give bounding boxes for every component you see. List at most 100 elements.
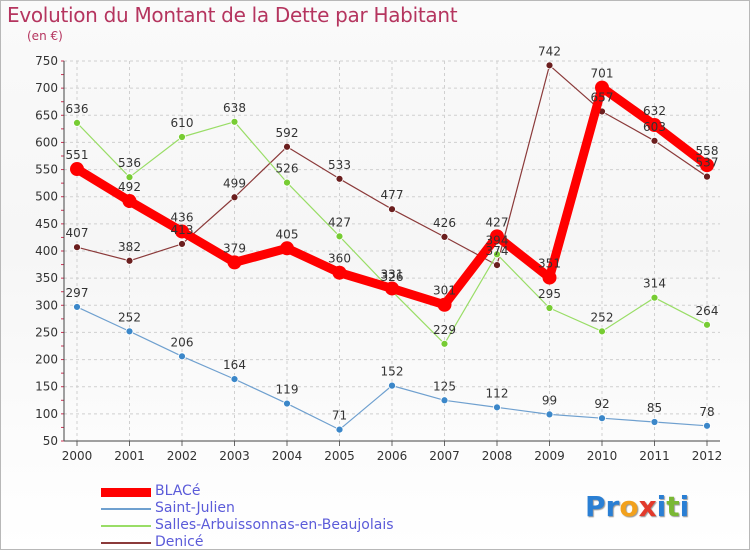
x-tick-label: 2006: [377, 449, 408, 463]
data-label: 99: [542, 393, 557, 407]
x-tick-label: 2002: [167, 449, 198, 463]
data-point: [283, 142, 291, 151]
data-point: [700, 158, 714, 173]
y-tick-label: 650: [35, 108, 58, 122]
x-tick-label: 2012: [692, 449, 723, 463]
data-label: 206: [171, 335, 194, 349]
data-point: [335, 425, 344, 434]
data-label: 252: [591, 310, 614, 324]
data-label: 499: [223, 176, 246, 190]
legend-label: BLACé: [155, 483, 201, 499]
data-label: 477: [381, 188, 404, 202]
data-label: 78: [699, 405, 714, 419]
data-point: [73, 303, 81, 311]
data-point: [493, 261, 501, 270]
y-tick-label: 600: [35, 135, 58, 149]
data-point: [650, 293, 659, 302]
data-label: 379: [223, 241, 246, 255]
data-point: [545, 410, 554, 419]
data-point: [440, 339, 449, 348]
legend-swatch: [101, 542, 151, 544]
chart-title: Evolution du Montant de la Dette par Hab…: [7, 3, 458, 27]
data-point: [490, 229, 504, 244]
y-tick-label: 200: [35, 353, 58, 367]
x-tick-label: 2007: [429, 449, 460, 463]
data-label: 295: [538, 287, 561, 301]
data-label: 405: [276, 227, 299, 241]
y-tick-label: 100: [35, 407, 58, 421]
data-point: [703, 421, 711, 430]
data-point: [280, 241, 294, 256]
data-label: 85: [647, 401, 662, 415]
data-label: 610: [171, 116, 194, 130]
data-point: [595, 80, 609, 95]
series-3: [73, 61, 711, 270]
data-point: [335, 232, 344, 241]
legend-swatch: [101, 487, 151, 497]
y-tick-label: 50: [43, 434, 58, 448]
data-label: 701: [591, 67, 614, 81]
x-tick-label: 2008: [482, 449, 513, 463]
data-point: [175, 224, 189, 239]
data-label: 394: [486, 233, 509, 247]
data-point: [125, 173, 134, 182]
data-label: 331: [381, 267, 404, 281]
y-tick-label: 750: [35, 54, 58, 68]
data-label: 374: [486, 244, 509, 258]
y-tick-label: 250: [35, 325, 58, 339]
data-point: [283, 399, 291, 408]
data-point: [178, 240, 186, 248]
data-label: 436: [171, 210, 194, 224]
data-label: 533: [328, 158, 351, 172]
data-label: 125: [433, 379, 456, 393]
x-tick-label: 2004: [272, 449, 303, 463]
data-label: 636: [66, 102, 89, 116]
y-tick-label: 300: [35, 298, 58, 312]
data-point: [388, 205, 396, 214]
data-label: 360: [328, 252, 351, 266]
data-point: [230, 117, 239, 126]
data-label: 492: [118, 180, 141, 194]
data-point: [332, 265, 347, 280]
data-label: 351: [538, 257, 561, 271]
data-point: [493, 250, 501, 259]
data-point: [440, 232, 449, 241]
y-tick-label: 400: [35, 244, 58, 258]
data-point: [283, 178, 291, 187]
data-point: [650, 418, 659, 426]
data-point: [385, 281, 399, 296]
data-point: [230, 375, 239, 384]
data-label: 326: [381, 270, 404, 284]
legend-label: Saint-Julien: [155, 500, 235, 516]
data-label: 164: [223, 358, 246, 372]
x-tick-label: 2005: [324, 449, 355, 463]
y-unit-label: (en €): [27, 29, 63, 43]
data-point: [227, 255, 242, 270]
data-point: [545, 304, 554, 312]
x-tick-label: 2003: [219, 449, 250, 463]
series-lines: [70, 61, 714, 434]
data-point: [647, 118, 662, 133]
logo-letter: t: [666, 490, 680, 523]
data-point: [440, 396, 449, 405]
axes: 50 100 150 200 250 300 350 400 450 500 550 600 650 70…: [35, 54, 722, 463]
data-label: 537: [696, 156, 719, 170]
logo-letter: r: [605, 490, 620, 523]
data-label: 71: [332, 409, 347, 423]
series-1: [73, 303, 711, 434]
logo-letter: P: [585, 490, 606, 523]
data-label: 526: [276, 162, 299, 176]
data-label: 264: [696, 304, 719, 318]
logo-letter: x: [638, 490, 657, 523]
data-label: 382: [118, 240, 141, 254]
data-point: [703, 172, 711, 181]
data-label: 301: [433, 284, 456, 298]
data-label: 427: [328, 215, 351, 229]
data-label: 152: [381, 365, 404, 379]
data-point: [437, 297, 452, 312]
data-point: [178, 352, 186, 361]
y-tick-label: 700: [35, 81, 58, 95]
y-tick-label: 350: [35, 271, 58, 285]
data-point: [178, 133, 186, 141]
x-tick-label: 2011: [639, 449, 670, 463]
